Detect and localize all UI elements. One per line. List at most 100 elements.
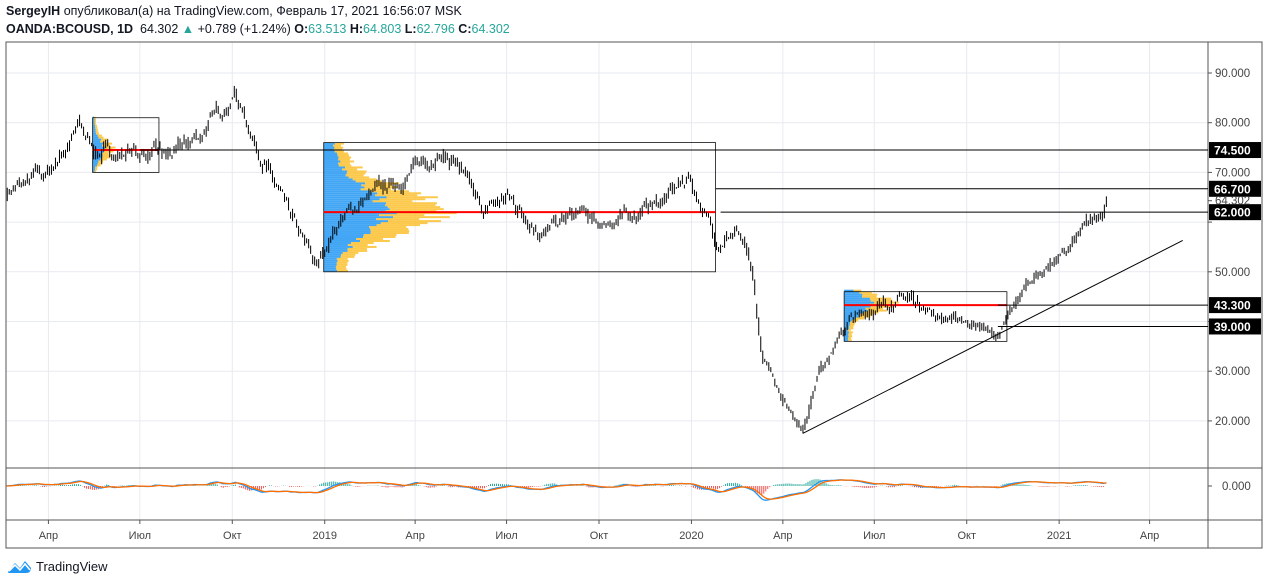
- volume-profile-up-bar: [92, 118, 95, 121]
- volume-profile-down-bar: [377, 192, 422, 195]
- volume-profile-down-bar: [341, 253, 356, 256]
- volume-profile-down-bar: [386, 196, 438, 199]
- volume-profile-up-bar: [323, 214, 380, 217]
- volume-profile-down-bar: [348, 176, 370, 179]
- x-tick-label: Окт: [590, 530, 609, 542]
- volume-profile-up-bar: [323, 226, 370, 229]
- volume-profile-down-bar: [865, 307, 883, 310]
- volume-profile-up-bar: [323, 234, 364, 237]
- volume-profile-down-bar: [849, 323, 855, 326]
- x-tick-label: Июл: [863, 530, 885, 542]
- volume-profile-up-bar: [92, 140, 101, 143]
- volume-profile-down-bar: [365, 182, 400, 185]
- volume-profile-down-bar: [338, 156, 352, 159]
- volume-profile-down-bar: [336, 263, 348, 266]
- chart-frame: [5, 41, 1263, 549]
- volume-profile-up-bar: [323, 168, 343, 171]
- volume-profile-up-bar: [323, 188, 361, 191]
- level-label: 62.000: [1214, 206, 1251, 220]
- volume-profile-up-bar: [323, 232, 371, 235]
- volume-profile-up-bar: [323, 174, 346, 177]
- x-tick-label: Июл: [495, 530, 517, 542]
- volume-profile-down-bar: [847, 329, 851, 332]
- volume-profile-down-bar: [338, 162, 350, 165]
- volume-profile-down-bar: [334, 146, 344, 149]
- high-label: H:: [349, 22, 364, 36]
- volume-profile-up-bar: [323, 192, 378, 195]
- y-tick-label: 90.000: [1215, 68, 1250, 80]
- volume-profile-up-bar: [844, 289, 854, 292]
- y-tick-label: 20.000: [1215, 416, 1250, 428]
- y-tick-label: 30.000: [1215, 366, 1250, 378]
- volume-profile-up-bar: [323, 249, 348, 252]
- publish-text: опубликовал(а) на TradingView.com, Февра…: [63, 4, 462, 18]
- volume-profile-down-bar: [96, 164, 101, 167]
- volume-profile-down-bar: [338, 164, 352, 167]
- level-label: 74.500: [1214, 144, 1251, 158]
- volume-profile-down-bar: [363, 236, 396, 239]
- volume-profile-up-bar: [92, 170, 95, 173]
- volume-profile-up-bar: [323, 216, 394, 219]
- volume-profile-up-bar: [323, 198, 380, 201]
- volume-profile-down-bar: [347, 249, 368, 252]
- tradingview-logo[interactable]: TradingView: [6, 558, 108, 574]
- volume-profile-up-bar: [323, 241, 352, 244]
- volume-profile-up-bar: [323, 218, 377, 221]
- volume-profile-down-bar: [97, 134, 102, 137]
- volume-profile-up-bar: [844, 301, 875, 304]
- volume-profile-up-bar: [323, 172, 347, 175]
- volume-profile-down-bar: [862, 311, 879, 314]
- volume-profile-down-bar: [347, 243, 368, 246]
- volume-profile-down-bar: [96, 132, 100, 135]
- volume-profile-down-bar: [386, 202, 437, 205]
- volume-profile-up-bar: [92, 158, 101, 161]
- volume-profile-up-bar: [92, 120, 95, 123]
- volume-profile-down-bar: [387, 206, 441, 209]
- volume-profile-down-bar: [94, 118, 97, 121]
- volume-profile-up-bar: [92, 138, 102, 141]
- volume-profile-down-bar: [95, 128, 98, 131]
- volume-profile-down-bar: [101, 138, 109, 141]
- volume-profile-up-bar: [323, 261, 337, 264]
- volume-profile-down-bar: [355, 180, 383, 183]
- y-tick-label: 50.000: [1215, 267, 1250, 279]
- open-label: O:: [294, 22, 309, 36]
- volume-profile-down-bar: [101, 156, 110, 159]
- volume-profile-down-bar: [849, 327, 854, 330]
- volume-profile-up-bar: [323, 178, 353, 181]
- volume-profile-up-bar: [323, 160, 341, 163]
- volume-profile-down-bar: [858, 315, 871, 318]
- volume-profile-down-bar: [376, 224, 420, 227]
- volume-profile-up-bar: [844, 335, 849, 338]
- volume-profile-down-bar: [360, 188, 392, 191]
- level-label: 43.300: [1214, 299, 1251, 313]
- level-label: 66.700: [1214, 182, 1251, 196]
- volume-profile-up-bar: [323, 150, 335, 153]
- volume-profile-down-bar: [385, 204, 436, 207]
- volume-profile-up-bar: [92, 134, 98, 137]
- volume-profile-up-bar: [844, 293, 863, 296]
- volume-profile-down-bar: [848, 339, 852, 342]
- volume-profile-up-bar: [92, 160, 99, 163]
- author: SergeyIH: [6, 4, 61, 18]
- x-tick-label: 2019: [312, 530, 336, 542]
- volume-profile-down-bar: [370, 230, 410, 233]
- volume-profile-up-bar: [844, 333, 849, 336]
- volume-profile-up-bar: [92, 168, 96, 171]
- volume-profile-up-bar: [323, 236, 364, 239]
- volume-profile-up-bar: [844, 337, 848, 340]
- volume-profile-up-bar: [323, 228, 371, 231]
- volume-profile-up-bar: [844, 329, 848, 332]
- y-tick-label: 70.000: [1215, 167, 1250, 179]
- volume-profile-down-bar: [337, 259, 349, 262]
- last-price: 64.302: [140, 22, 179, 36]
- volume-profile-up-bar: [323, 180, 356, 183]
- volume-profile-down-bar: [388, 220, 441, 223]
- price-change: +0.789 (+1.24%): [197, 22, 291, 36]
- x-tick-label: Апр: [1140, 530, 1159, 542]
- volume-profile-up-bar: [323, 204, 386, 207]
- volume-profile-up-bar: [92, 126, 96, 129]
- volume-profile-down-bar: [372, 200, 413, 203]
- x-tick-label: Апр: [405, 530, 424, 542]
